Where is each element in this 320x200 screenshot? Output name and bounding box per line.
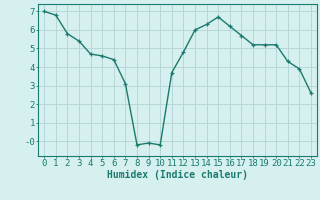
X-axis label: Humidex (Indice chaleur): Humidex (Indice chaleur): [107, 170, 248, 180]
